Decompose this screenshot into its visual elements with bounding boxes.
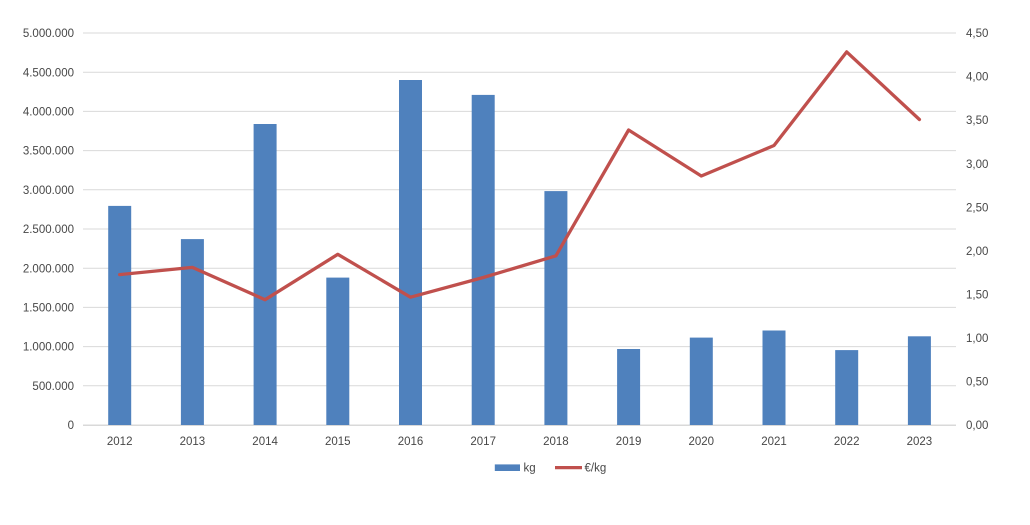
svg-text:500.000: 500.000 (32, 381, 74, 393)
svg-text:1,00: 1,00 (966, 333, 988, 345)
svg-text:1.500.000: 1.500.000 (23, 303, 74, 315)
svg-text:3.000.000: 3.000.000 (23, 185, 74, 197)
svg-text:2019: 2019 (616, 436, 642, 448)
svg-text:2016: 2016 (398, 436, 424, 448)
svg-text:2015: 2015 (325, 436, 351, 448)
svg-text:kg: kg (524, 463, 536, 475)
svg-text:4.500.000: 4.500.000 (23, 67, 74, 79)
svg-text:2,00: 2,00 (966, 246, 988, 258)
svg-text:2022: 2022 (834, 436, 860, 448)
svg-text:2021: 2021 (761, 436, 787, 448)
svg-text:4,00: 4,00 (966, 72, 988, 84)
svg-text:1.000.000: 1.000.000 (23, 342, 74, 354)
svg-text:0: 0 (68, 420, 74, 432)
svg-text:2.500.000: 2.500.000 (23, 224, 74, 236)
svg-text:4.000.000: 4.000.000 (23, 107, 74, 119)
svg-text:2.000.000: 2.000.000 (23, 263, 74, 275)
svg-text:0,00: 0,00 (966, 420, 988, 432)
svg-text:3,00: 3,00 (966, 159, 988, 171)
svg-text:2013: 2013 (180, 436, 206, 448)
svg-text:2023: 2023 (907, 436, 933, 448)
svg-text:0,50: 0,50 (966, 377, 988, 389)
svg-text:4,50: 4,50 (966, 28, 988, 40)
svg-text:2,50: 2,50 (966, 202, 988, 214)
svg-text:€/kg: €/kg (585, 463, 607, 475)
svg-text:2018: 2018 (543, 436, 569, 448)
svg-text:2017: 2017 (470, 436, 496, 448)
svg-text:3,50: 3,50 (966, 115, 988, 127)
svg-text:5.000.000: 5.000.000 (23, 28, 74, 40)
svg-text:2014: 2014 (252, 436, 278, 448)
svg-text:1,50: 1,50 (966, 289, 988, 301)
svg-text:2020: 2020 (689, 436, 715, 448)
svg-text:2012: 2012 (107, 436, 133, 448)
svg-text:3.500.000: 3.500.000 (23, 146, 74, 158)
